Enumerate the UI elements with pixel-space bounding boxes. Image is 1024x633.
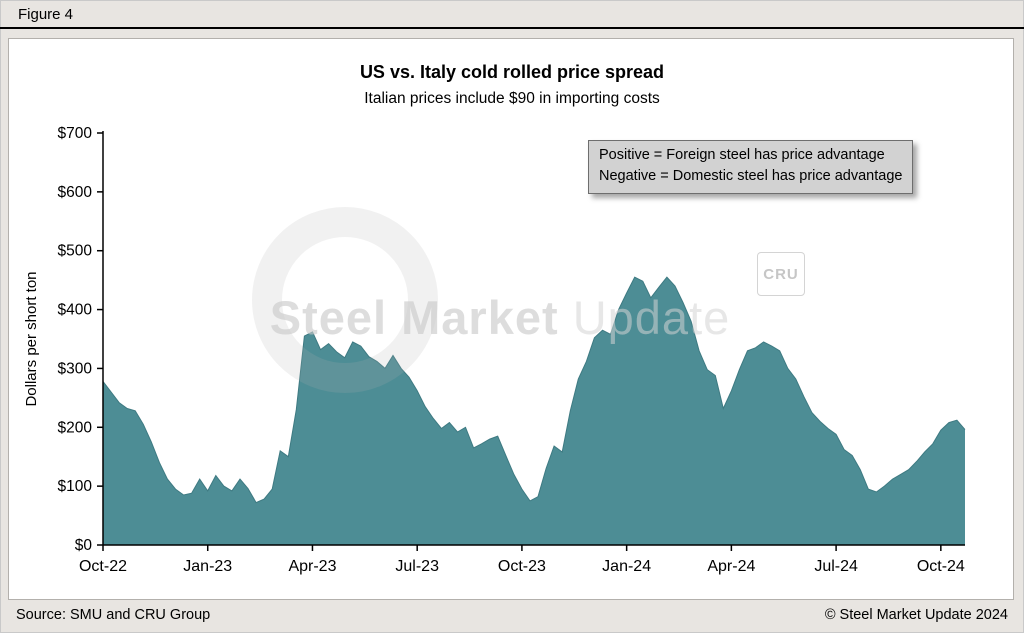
x-tick-label: Jan-23 (183, 558, 232, 575)
y-tick-label: $300 (58, 360, 93, 377)
chart-subtitle: Italian prices include $90 in importing … (364, 90, 660, 107)
x-tick-label: Oct-24 (917, 558, 965, 575)
y-tick-label: $700 (58, 125, 93, 142)
figure-label: Figure 4 (18, 6, 74, 23)
chart-title: US vs. Italy cold rolled price spread (359, 62, 665, 82)
y-tick-label: $400 (58, 302, 93, 319)
x-tick-label: Apr-23 (288, 558, 336, 575)
annotation-line-positive: Positive = Foreign steel has price advan… (599, 147, 885, 163)
y-tick-label: $0 (75, 537, 93, 554)
x-tick-label: Apr-24 (707, 558, 755, 575)
y-tick-label: $500 (58, 243, 93, 260)
annotation-line-negative: Negative = Domestic steel has price adva… (599, 168, 903, 185)
x-tick-label: Oct-23 (498, 558, 546, 575)
x-tick-label: Jul-24 (814, 558, 858, 575)
price-spread-area-chart: $0 $100 $200 $300 $400 $500 $600 $700 Oct-22 Jan-… (58, 125, 966, 575)
y-tick-label: $100 (58, 478, 93, 495)
x-tick-label: Jan-24 (602, 558, 651, 575)
x-tick-label: Jul-23 (395, 558, 439, 575)
area-series (103, 277, 965, 545)
area-series-edge (102, 276, 966, 504)
footer-copyright: © Steel Market Update 2024 (824, 607, 1008, 623)
top-rule (0, 27, 1024, 29)
x-tick-label: Oct-22 (79, 558, 127, 575)
footer-source: Source: SMU and CRU Group (16, 607, 211, 623)
y-tick-label: $600 (58, 184, 93, 201)
y-tick-label: $200 (58, 419, 93, 436)
annotation-box: Positive = Foreign steel has price advan… (588, 140, 914, 194)
